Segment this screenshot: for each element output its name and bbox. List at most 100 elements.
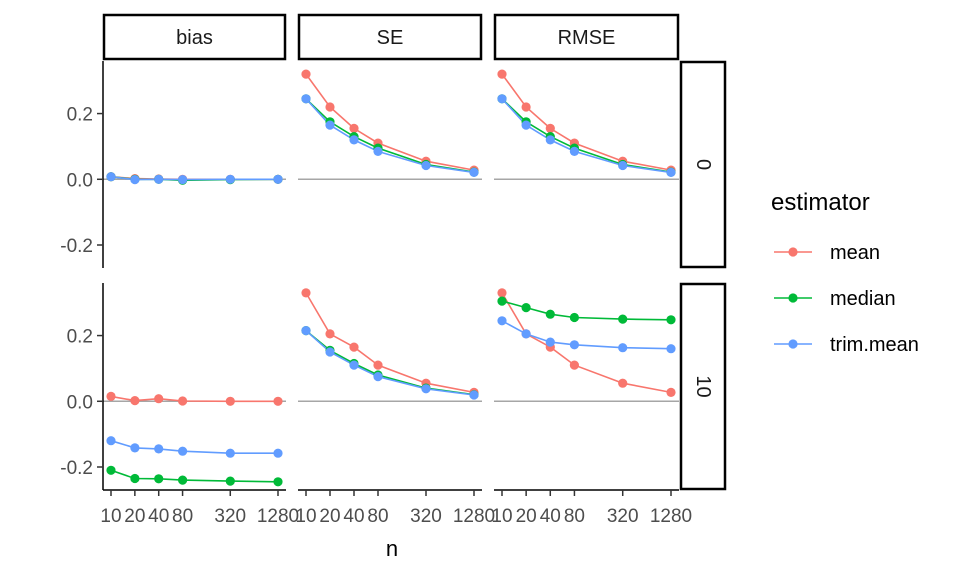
- x-tick-label: 320: [607, 506, 639, 527]
- x-tick-label: 40: [343, 506, 364, 527]
- data-point-median: [521, 303, 531, 313]
- series-line-mean: [501, 73, 672, 171]
- panel-rmse-0: [494, 69, 679, 181]
- x-tick-label: 20: [124, 506, 145, 527]
- data-point-trim.mean: [349, 135, 359, 145]
- data-point-mean: [106, 391, 116, 401]
- data-point-trim.mean: [373, 372, 383, 382]
- x-tick-label: 20: [516, 506, 537, 527]
- series-line-mean: [305, 73, 475, 171]
- data-point-trim.mean: [497, 316, 507, 326]
- data-point-trim.mean: [178, 175, 188, 185]
- x-tick-label: 320: [214, 506, 246, 527]
- data-point-median: [178, 475, 188, 485]
- data-point-trim.mean: [545, 135, 555, 145]
- y-tick-label: -0.2: [60, 458, 93, 479]
- data-point-median: [618, 314, 628, 324]
- x-tick-label: 10: [100, 506, 121, 527]
- strip-row-10: [679, 282, 727, 491]
- series-line-median: [501, 98, 672, 173]
- y-tick-label: 0.0: [67, 170, 93, 191]
- x-tick-label: 10: [295, 506, 316, 527]
- legend-item-median: median: [774, 288, 896, 310]
- series-line-median: [305, 98, 475, 173]
- x-tick-label: 1280: [257, 506, 299, 527]
- series-line-median: [305, 329, 475, 396]
- data-point-trim.mean: [618, 160, 628, 171]
- data-point-mean: [666, 387, 676, 397]
- data-point-mean: [545, 123, 555, 133]
- data-point-mean: [497, 69, 507, 79]
- data-point-trim.mean: [421, 160, 431, 171]
- data-point-trim.mean: [273, 448, 283, 458]
- data-point-mean: [521, 102, 531, 112]
- legend-label: mean: [830, 242, 880, 264]
- x-tick-label: 80: [172, 506, 193, 527]
- strip-label-se: SE: [377, 27, 404, 49]
- data-point-median: [273, 477, 283, 487]
- data-point-mean: [373, 360, 383, 370]
- legend-label: median: [830, 288, 896, 310]
- data-point-mean: [154, 394, 164, 404]
- data-point-mean: [618, 378, 628, 388]
- data-point-trim.mean: [130, 175, 140, 185]
- data-point-trim.mean: [301, 326, 311, 336]
- series-line-mean: [501, 292, 672, 394]
- y-tick-label: 0.2: [67, 105, 93, 126]
- data-point-trim.mean: [106, 172, 116, 182]
- data-point-median: [130, 473, 140, 484]
- series-line-trim.mean: [305, 330, 475, 396]
- data-point-median: [569, 312, 580, 323]
- strip-row-0: [679, 60, 727, 269]
- legend-label: trim.mean: [830, 334, 919, 356]
- data-point-median: [154, 474, 164, 484]
- legend-key-point: [788, 247, 798, 257]
- data-point-trim.mean: [273, 174, 283, 184]
- strip-label-rmse: RMSE: [558, 27, 616, 49]
- panel-rmse-10: [494, 288, 679, 403]
- facet-strips: bias SE RMSE 0 10: [102, 13, 727, 491]
- data-point-trim.mean: [225, 448, 235, 458]
- data-point-trim.mean: [666, 344, 676, 354]
- data-point-mean: [569, 360, 580, 370]
- data-point-mean: [497, 288, 507, 298]
- data-point-trim.mean: [618, 343, 628, 353]
- y-tick-label: 0.2: [67, 327, 93, 348]
- data-point-trim.mean: [130, 443, 140, 453]
- data-point-mean: [325, 329, 335, 339]
- data-point-trim.mean: [545, 337, 555, 347]
- x-tick-label: 10: [491, 506, 512, 527]
- data-point-trim.mean: [569, 340, 580, 350]
- data-point-trim.mean: [154, 174, 164, 184]
- legend: estimator mean median trim.mean: [771, 189, 919, 356]
- x-tick-label: 20: [319, 506, 340, 527]
- legend-key-point: [788, 293, 798, 303]
- data-point-trim.mean: [301, 94, 311, 104]
- data-point-trim.mean: [178, 446, 188, 456]
- data-point-trim.mean: [325, 120, 335, 130]
- legend-item-mean: mean: [774, 242, 880, 264]
- data-point-trim.mean: [569, 146, 580, 156]
- panel-bias-10: [103, 391, 286, 487]
- strip-se: [297, 13, 483, 61]
- legend-title: estimator: [771, 189, 870, 216]
- panel-se-10: [298, 288, 482, 403]
- strip-row-label-0: 0: [692, 159, 714, 170]
- data-point-mean: [273, 396, 283, 406]
- data-point-mean: [301, 288, 311, 298]
- data-point-trim.mean: [421, 384, 431, 394]
- panel-bias-0: [103, 172, 286, 185]
- data-point-trim.mean: [106, 436, 116, 446]
- data-point-trim.mean: [469, 390, 479, 400]
- x-tick-label: 320: [410, 506, 442, 527]
- x-tick-label: 40: [540, 506, 561, 527]
- data-point-median: [106, 465, 116, 475]
- data-point-mean: [349, 342, 359, 352]
- strip-label-bias: bias: [176, 27, 213, 49]
- strip-rmse: [493, 13, 680, 61]
- data-point-trim.mean: [469, 167, 479, 177]
- x-tick-label: 1280: [650, 506, 692, 527]
- panel-se-0: [298, 69, 482, 181]
